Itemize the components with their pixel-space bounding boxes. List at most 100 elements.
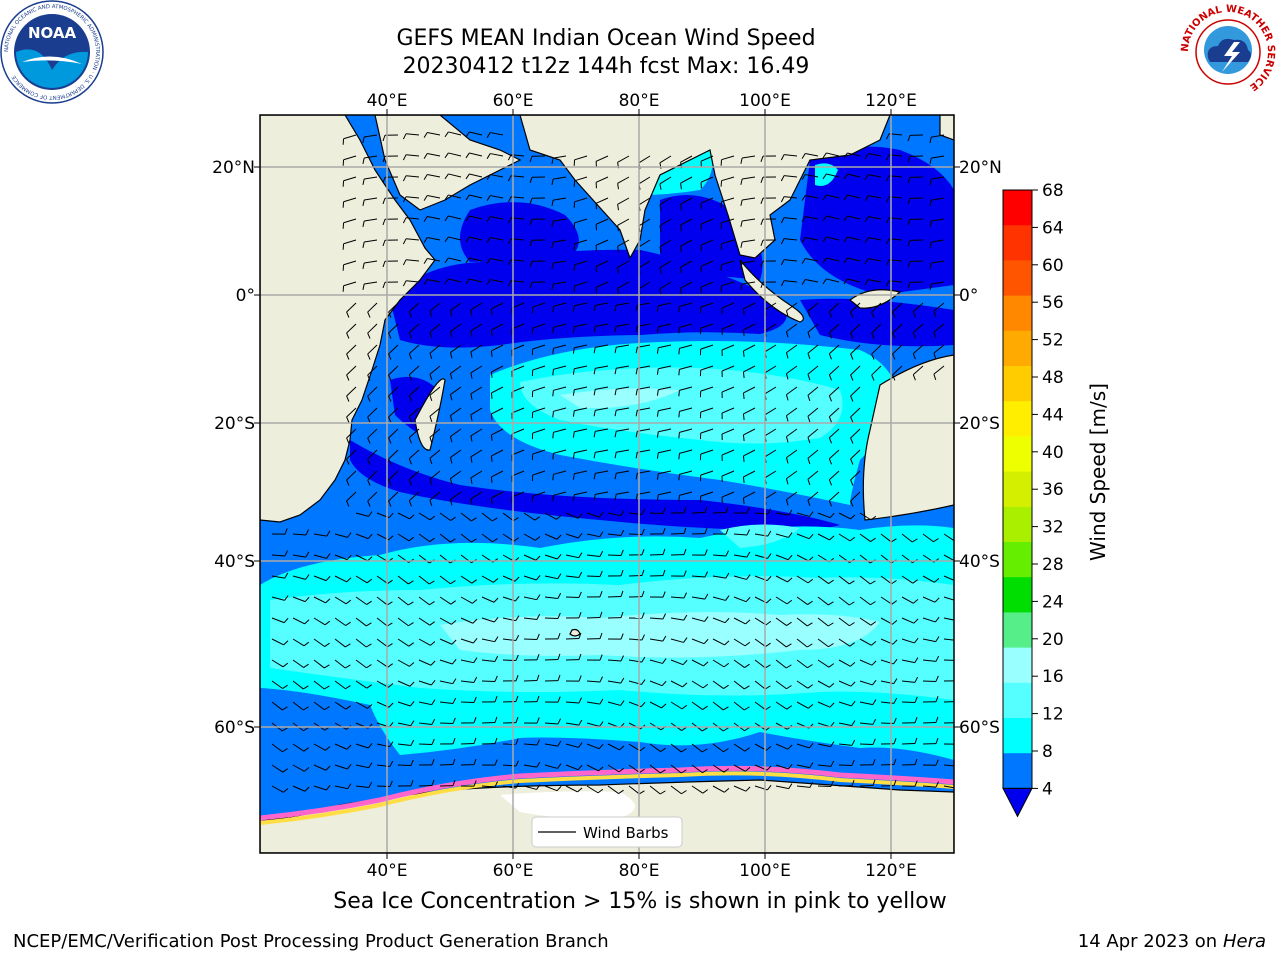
wind-barb-feather [641,612,645,619]
wind-barb-feather [849,536,856,542]
wind-barb-feather [368,762,373,768]
wind-barb-feather [827,622,834,627]
wind-barb [733,680,745,690]
wind-barb [313,764,327,771]
wind-barb-feather [423,216,428,222]
wind-barb-feather [452,678,457,684]
wind-barb-feather [680,204,682,211]
wind-barb [659,176,672,185]
wind-barb [427,258,441,262]
wind-barb-feather [429,621,435,626]
wind-barb-feather [402,133,407,140]
wind-barb [491,428,504,436]
wind-barb-feather [617,267,619,274]
wind-barb-feather [552,432,554,439]
wind-barb-feather [452,738,456,745]
wind-barb [469,215,483,220]
wind-barb [721,470,735,477]
wind-barb-feather [324,664,330,669]
wind-barb [313,617,326,626]
wind-barb [649,638,663,642]
wind-barb [850,323,861,334]
wind-barb [469,236,483,241]
wind-barb-feather [885,154,890,161]
wind-barb [523,512,536,521]
wind-barb [574,365,588,370]
lon-tick-bottom-120e: 120°E [865,861,917,881]
wind-barb [355,638,367,648]
wind-barb [343,239,357,245]
wind-barb-feather [914,737,918,744]
wind-barb [931,155,945,159]
wind-barb [743,365,756,373]
wind-barb [313,701,325,711]
wind-barb-feather [678,495,680,502]
wind-barb [406,238,420,241]
wind-barb [892,323,903,334]
wind-barb-feather [618,767,625,773]
wind-barb-feather [822,257,827,264]
wind-barb [847,257,861,262]
wind-barb-feather [680,246,682,253]
wind-barb [901,575,914,584]
wind-barb-feather [725,550,729,557]
wind-barb [775,617,787,626]
wind-barb-feather [451,658,457,665]
wind-barb-feather [843,257,848,264]
wind-barb-feather [766,598,772,604]
wind-barb [388,491,399,502]
wind-barb [784,259,798,262]
wind-barb [388,407,399,418]
wind-barb-feather [742,371,745,378]
wind-barb-feather [871,353,875,360]
wind-barb-feather [864,237,869,243]
wind-barb [607,743,620,751]
wind-barb-feather [346,744,352,750]
wind-barb-feather [785,373,789,380]
wind-barb-feather [429,515,436,521]
wind-barb [754,512,768,515]
wind-barb-feather [765,620,772,626]
wind-barb-feather [552,306,554,313]
wind-barb-feather [871,311,875,318]
nws-logo-icon: NATIONAL WEATHER SERVICE [1178,2,1278,102]
wind-barb-feather [872,718,877,725]
wind-barb [469,194,483,199]
wind-barb [429,323,441,333]
wind-barb-feather [423,132,428,138]
wind-barb-feather [850,353,854,360]
wind-barb [523,785,537,790]
wind-barb-feather [933,374,937,381]
wind-barb-feather [656,494,659,501]
lat-tick-right-20n: 20°N [959,158,1002,178]
wind-barb-feather [885,280,890,287]
wind-barb [616,302,630,306]
wind-barb-feather [766,575,772,582]
colorbar-segment [1003,366,1032,402]
wind-barb-feather [470,456,473,463]
wind-barb [460,680,474,683]
wind-barb-feather [641,634,645,641]
wind-barb-feather [746,551,751,558]
wind-barb-feather [659,267,662,274]
wind-barb [700,155,714,162]
wind-barb-feather [362,178,365,186]
wind-barb [775,785,789,790]
wind-barb-feather [325,765,331,771]
wind-barb [764,407,777,416]
wind-barb [829,428,840,439]
wind-barb-feather [744,747,751,752]
wind-barb-feather [678,453,680,460]
wind-barb-feather [907,282,911,289]
colorbar-tick-label: 40 [1042,443,1064,463]
wind-barb [721,176,735,182]
wind-barb-feather [345,685,351,690]
wind-barb [850,428,861,439]
wind-barb-feather [536,594,541,600]
wind-barb-feather [382,198,386,205]
wind-barb-feather [656,305,659,312]
wind-barb [313,743,326,751]
wind-barb-feather [367,416,371,423]
wind-barb-feather [493,616,499,623]
wind-barb [700,470,714,476]
